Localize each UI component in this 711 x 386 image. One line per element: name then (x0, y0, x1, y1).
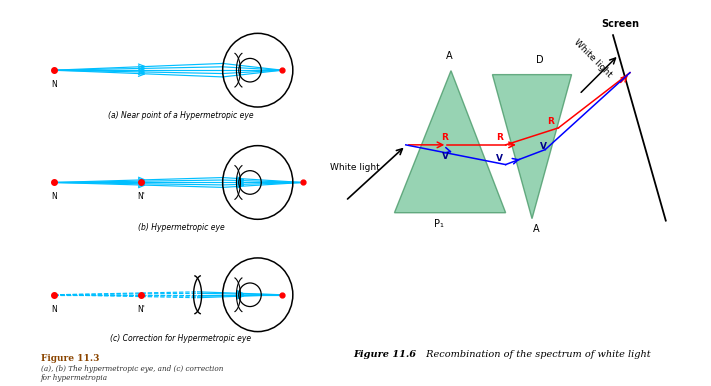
Text: N: N (51, 80, 57, 89)
Text: R: R (442, 133, 449, 142)
Text: (b) Hypermetropic eye: (b) Hypermetropic eye (137, 223, 224, 232)
Polygon shape (493, 74, 572, 218)
Text: N': N' (137, 192, 145, 201)
Polygon shape (395, 71, 506, 213)
Text: (a) Near point of a Hypermetropic eye: (a) Near point of a Hypermetropic eye (108, 110, 254, 120)
Text: A: A (533, 224, 539, 234)
Text: V: V (496, 154, 503, 163)
Text: A: A (446, 51, 452, 61)
Text: Screen: Screen (602, 19, 640, 29)
Text: for hypermetropia: for hypermetropia (41, 374, 107, 382)
Text: (a), (b) The hypermetropic eye, and (c) correction: (a), (b) The hypermetropic eye, and (c) … (41, 365, 223, 373)
Text: V: V (442, 152, 449, 161)
Text: N': N' (137, 305, 145, 313)
Text: N: N (51, 305, 57, 313)
Text: D: D (535, 55, 543, 65)
Text: (c) Correction for Hypermetropic eye: (c) Correction for Hypermetropic eye (110, 334, 252, 343)
Text: V: V (540, 142, 547, 151)
Text: White light: White light (331, 163, 380, 172)
Text: N: N (51, 192, 57, 201)
Text: P₁: P₁ (434, 218, 444, 229)
Text: R: R (547, 117, 554, 126)
Text: R: R (496, 133, 503, 142)
Text: Figure 11.6: Figure 11.6 (353, 350, 416, 359)
Text: Recombination of the spectrum of white light: Recombination of the spectrum of white l… (423, 350, 651, 359)
Text: White light: White light (572, 38, 613, 80)
Text: Figure 11.3: Figure 11.3 (41, 354, 99, 363)
